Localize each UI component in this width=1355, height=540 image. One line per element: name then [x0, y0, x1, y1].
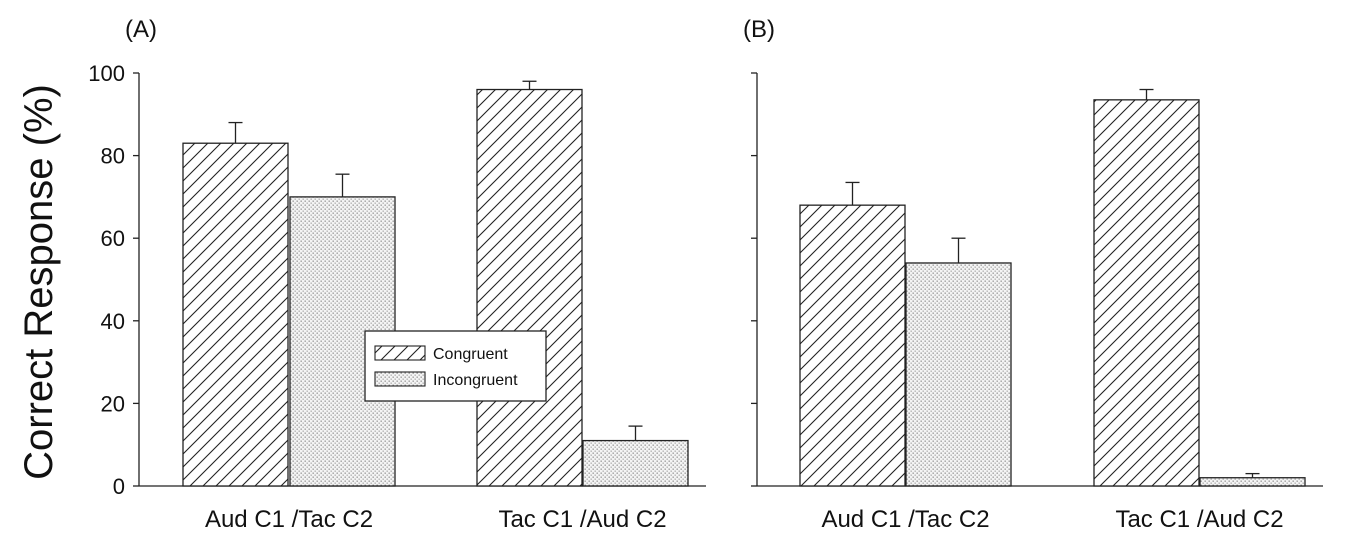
legend-swatch-incongruent — [374, 371, 426, 387]
panel-a: (A) 0 20 40 60 80 100 Aud C1 /Tac C2 Tac C1 /Aud… — [88, 16, 706, 533]
y-tick-label: 20 — [101, 391, 125, 416]
x-category-label: Aud C1 /Tac C2 — [205, 506, 373, 533]
legend: Congruent Incongruent — [364, 330, 547, 402]
y-tick-label: 0 — [113, 474, 125, 499]
panel-label: (B) — [743, 16, 775, 43]
bar-hatch — [476, 88, 583, 487]
bar-hatch — [1093, 99, 1200, 487]
panel-b: (B) Aud C1 /Tac C2 Tac C1 /Aud C2 — [743, 16, 1323, 533]
x-category-label: Aud C1 /Tac C2 — [821, 506, 989, 533]
bar-dots — [905, 262, 1012, 487]
bar-dots — [1199, 477, 1306, 487]
bar-hatch — [799, 204, 906, 487]
x-category-label: Tac C1 /Aud C2 — [498, 506, 666, 533]
legend-label-congruent: Congruent — [433, 346, 508, 363]
legend-label-incongruent: Incongruent — [433, 372, 518, 389]
y-tick-label: 80 — [101, 144, 125, 169]
bar-dots — [582, 439, 689, 487]
legend-box — [364, 330, 547, 402]
y-tick-label: 100 — [88, 61, 125, 86]
panel-label: (A) — [125, 16, 157, 43]
y-axis-label: Correct Response (%) — [17, 84, 61, 480]
y-tick-label: 40 — [101, 309, 125, 334]
x-category-label: Tac C1 /Aud C2 — [1115, 506, 1283, 533]
legend-swatch-congruent — [374, 345, 426, 361]
y-tick-label: 60 — [101, 226, 125, 251]
bar-hatch — [182, 142, 289, 487]
